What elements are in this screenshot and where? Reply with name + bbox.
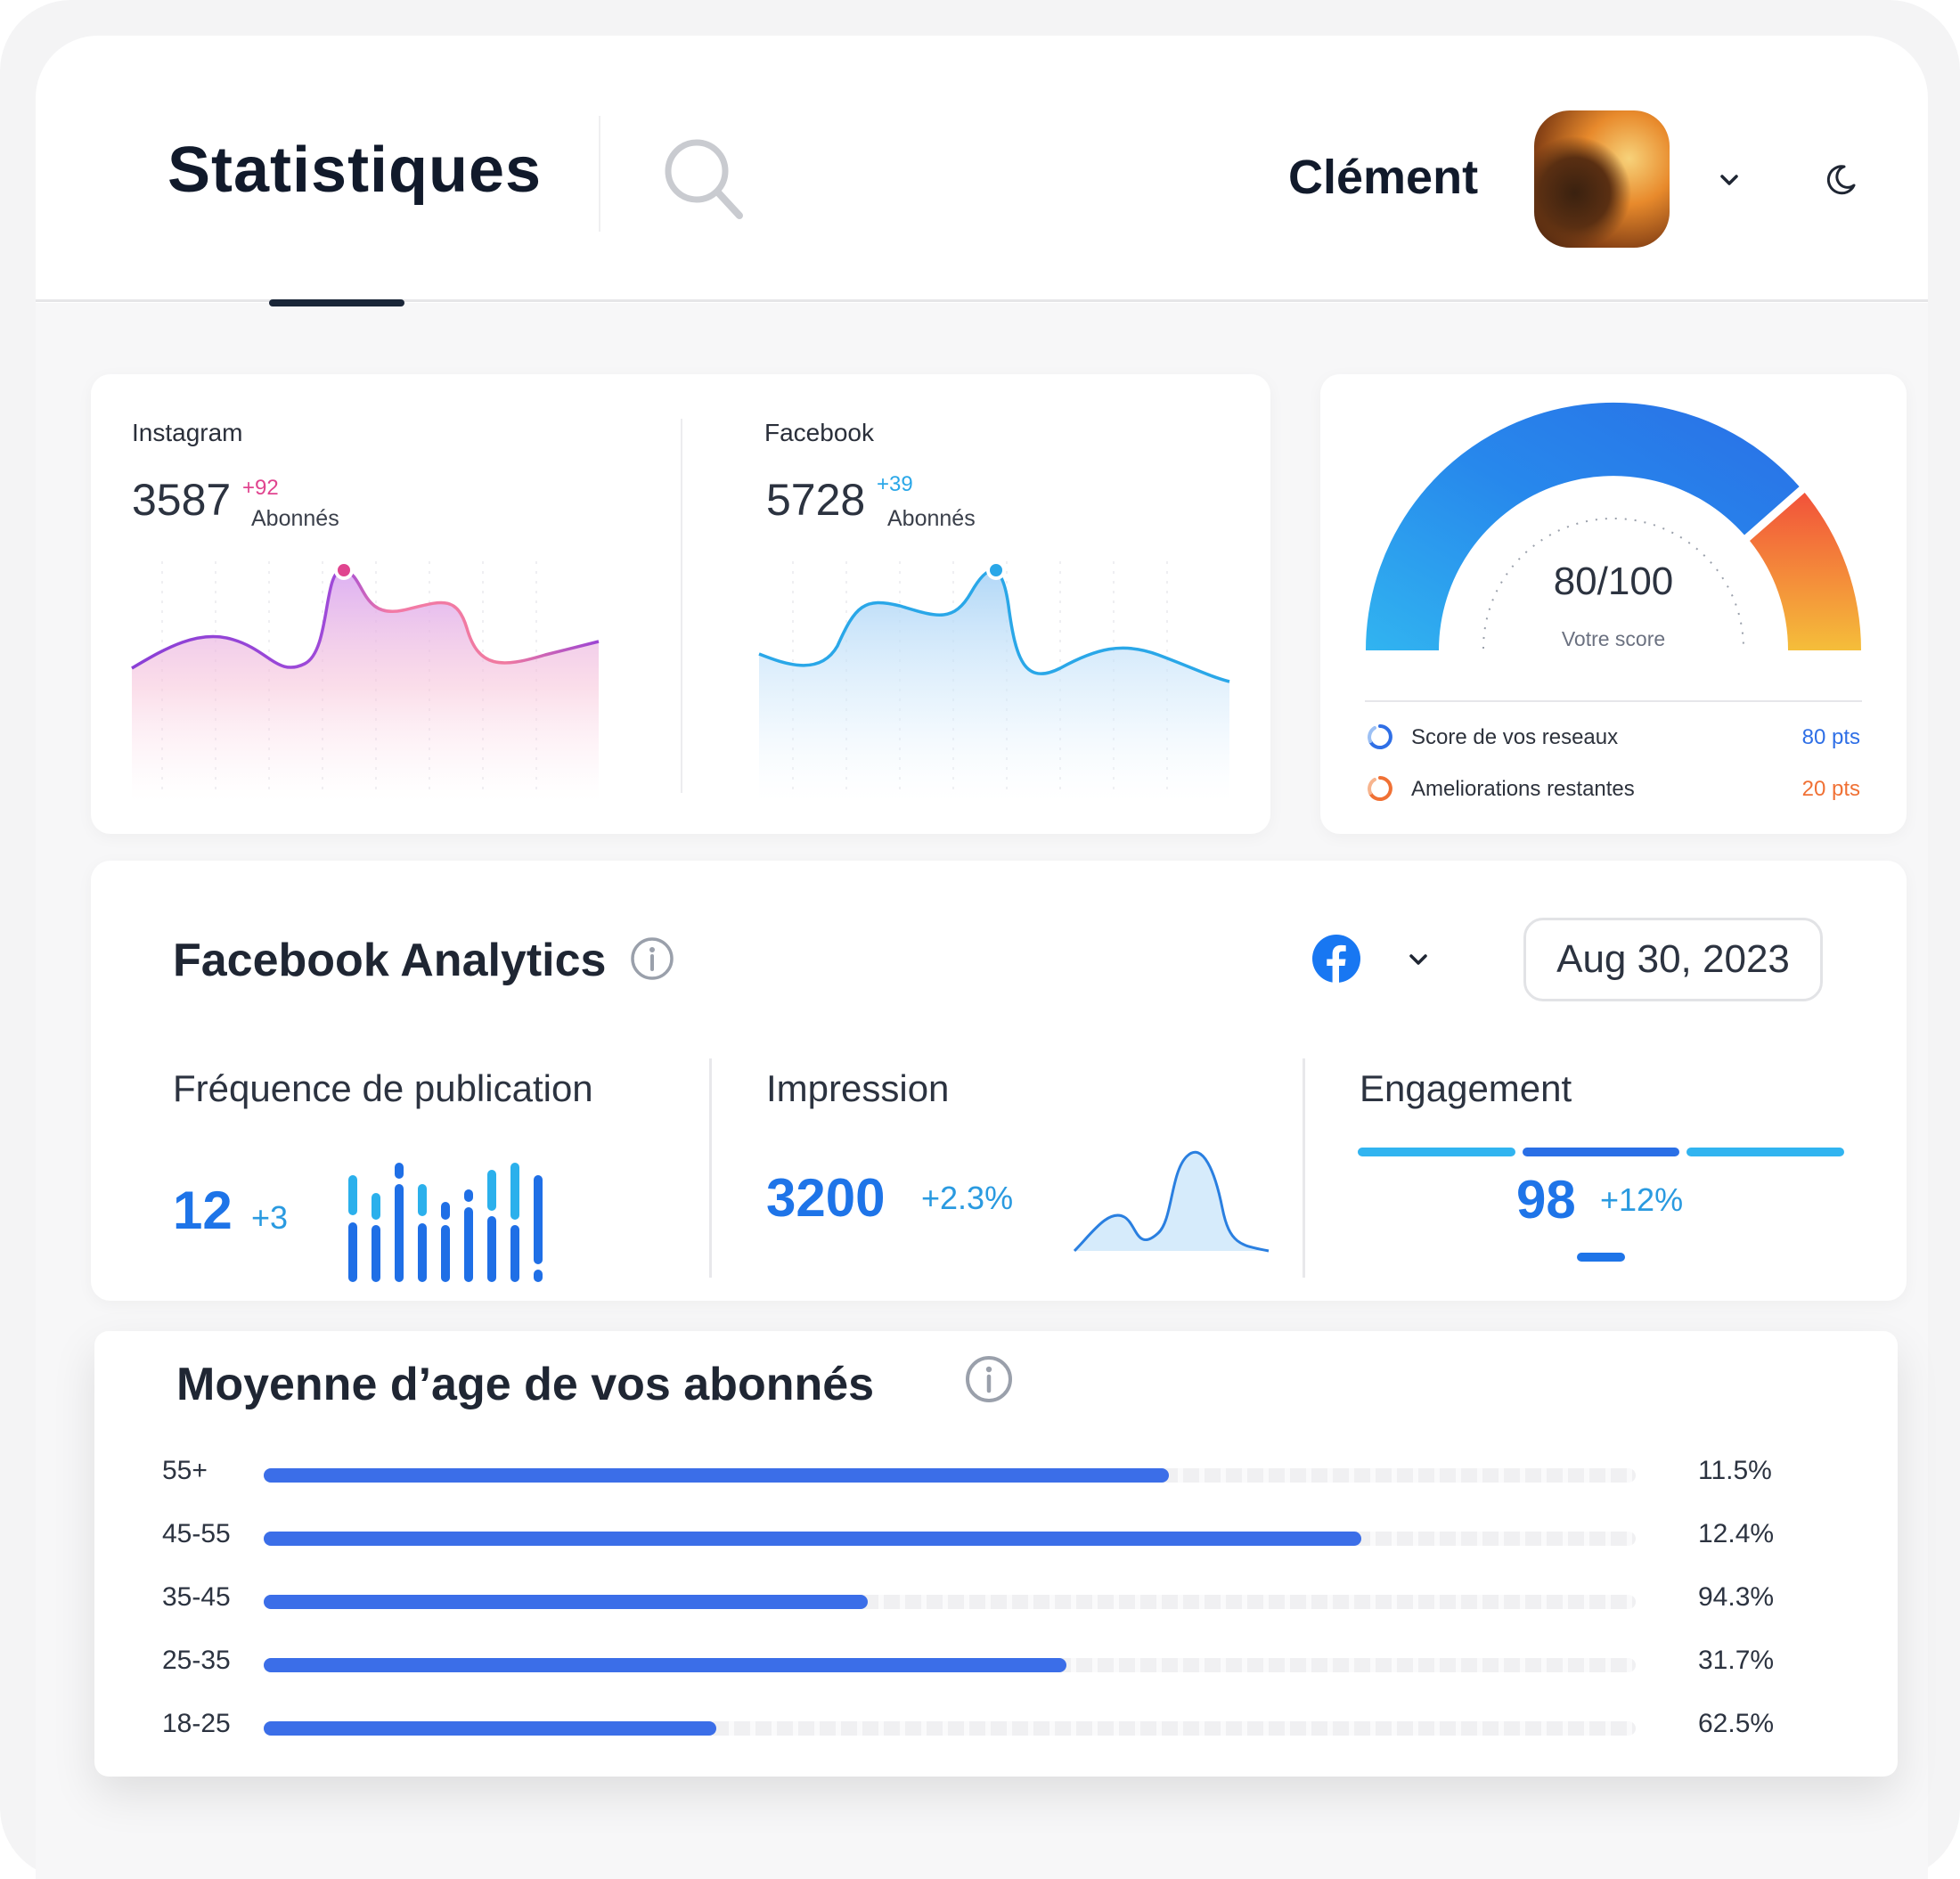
facebook-delta: +39 <box>877 472 913 496</box>
publication-frequency-bars <box>348 1163 543 1282</box>
age-percentage: 31.7% <box>1698 1646 1775 1675</box>
impression-chart <box>1073 1150 1270 1253</box>
info-icon[interactable] <box>964 1354 1014 1404</box>
instagram-label: Instagram <box>132 419 243 446</box>
page-title: Statistiques <box>167 135 543 206</box>
metric-label: Impression <box>766 1067 950 1109</box>
instagram-unit: Abonnés <box>251 506 339 531</box>
engagement-indicator <box>1577 1253 1625 1262</box>
facebook-analytics-card: Facebook Analytics Aug 30, 2023 Fréquenc… <box>91 861 1907 1301</box>
section-title: Facebook Analytics <box>173 935 607 986</box>
age-label: 55+ <box>162 1456 208 1485</box>
legend-label: Score de vos reseaux <box>1411 725 1619 749</box>
section-title: Moyenne d’age de vos abonnés <box>176 1359 875 1410</box>
age-distribution-card: Moyenne d’age de vos abonnés 55+ 11.5% 4… <box>94 1331 1898 1777</box>
date-picker[interactable]: Aug 30, 2023 <box>1523 918 1823 1001</box>
age-percentage: 94.3% <box>1698 1582 1775 1612</box>
age-row: 35-45 94.3% <box>94 1582 1898 1618</box>
score-card: 80/100 Votre score Score de vos reseaux … <box>1320 374 1907 834</box>
age-label: 25-35 <box>162 1646 231 1675</box>
legend-label: Ameliorations restantes <box>1411 777 1635 801</box>
legend-value: 80 pts <box>1801 725 1860 749</box>
age-label: 35-45 <box>162 1582 231 1612</box>
score-divider <box>1365 700 1862 702</box>
age-row: 45-55 12.4% <box>94 1519 1898 1555</box>
tab-underline <box>36 299 1928 302</box>
engagement-segments <box>1358 1148 1844 1156</box>
facebook-logo-icon[interactable] <box>1311 934 1361 984</box>
age-row: 25-35 31.7% <box>94 1646 1898 1681</box>
user-name[interactable]: Clément <box>1288 151 1479 204</box>
metric-value: 12 <box>173 1181 233 1240</box>
avatar[interactable] <box>1534 110 1670 248</box>
facebook-chart <box>758 560 1230 802</box>
age-percentage: 11.5% <box>1698 1456 1772 1485</box>
metric-delta: +12% <box>1600 1181 1684 1218</box>
metric-label: Fréquence de publication <box>173 1067 593 1109</box>
age-bar-track <box>264 1532 1636 1546</box>
info-icon[interactable] <box>629 935 675 982</box>
facebook-followers: 5728 <box>766 475 866 525</box>
age-bar-fill <box>264 1721 717 1736</box>
age-bar-track <box>264 1468 1636 1483</box>
instagram-delta: +92 <box>242 476 279 500</box>
age-bar-track <box>264 1595 1636 1609</box>
legend-value: 20 pts <box>1801 777 1860 801</box>
age-percentage: 62.5% <box>1698 1709 1775 1738</box>
age-label: 18-25 <box>162 1709 231 1738</box>
metric-divider <box>1303 1058 1305 1278</box>
chevron-down-icon[interactable] <box>1406 950 1431 969</box>
search-icon[interactable] <box>659 134 748 223</box>
score-label: Votre score <box>1561 627 1666 650</box>
tab-active-indicator <box>269 299 404 306</box>
age-bar-track <box>264 1658 1636 1672</box>
social-followers-card: Instagram 3587 +92 Abonnés Facebook 5728… <box>91 374 1270 834</box>
facebook-label: Facebook <box>764 419 874 446</box>
score-gauge <box>1366 402 1862 650</box>
metric-value: 3200 <box>766 1168 886 1228</box>
instagram-chart <box>131 560 600 802</box>
social-divider <box>681 419 682 793</box>
chevron-down-icon[interactable] <box>1716 169 1743 191</box>
header-divider <box>599 116 600 232</box>
age-row: 18-25 62.5% <box>94 1709 1898 1744</box>
metric-divider <box>709 1058 712 1278</box>
metric-value: 98 <box>1516 1170 1576 1230</box>
age-bar-fill <box>264 1468 1170 1483</box>
age-bar-track <box>264 1721 1636 1736</box>
age-bar-fill <box>264 1532 1361 1546</box>
instagram-followers: 3587 <box>132 475 232 525</box>
improvements-icon <box>1368 776 1392 801</box>
age-label: 45-55 <box>162 1519 231 1548</box>
age-bar-fill <box>264 1658 1066 1672</box>
age-row: 55+ 11.5% <box>94 1456 1898 1491</box>
score-value: 80/100 <box>1553 560 1674 603</box>
age-percentage: 12.4% <box>1698 1519 1775 1548</box>
network-score-icon <box>1368 724 1392 749</box>
facebook-unit: Abonnés <box>887 506 976 531</box>
metric-label: Engagement <box>1360 1067 1572 1109</box>
metric-delta: +2.3% <box>921 1180 1014 1216</box>
moon-icon[interactable] <box>1823 162 1858 198</box>
metric-delta: +3 <box>251 1199 289 1236</box>
age-bar-fill <box>264 1595 868 1609</box>
